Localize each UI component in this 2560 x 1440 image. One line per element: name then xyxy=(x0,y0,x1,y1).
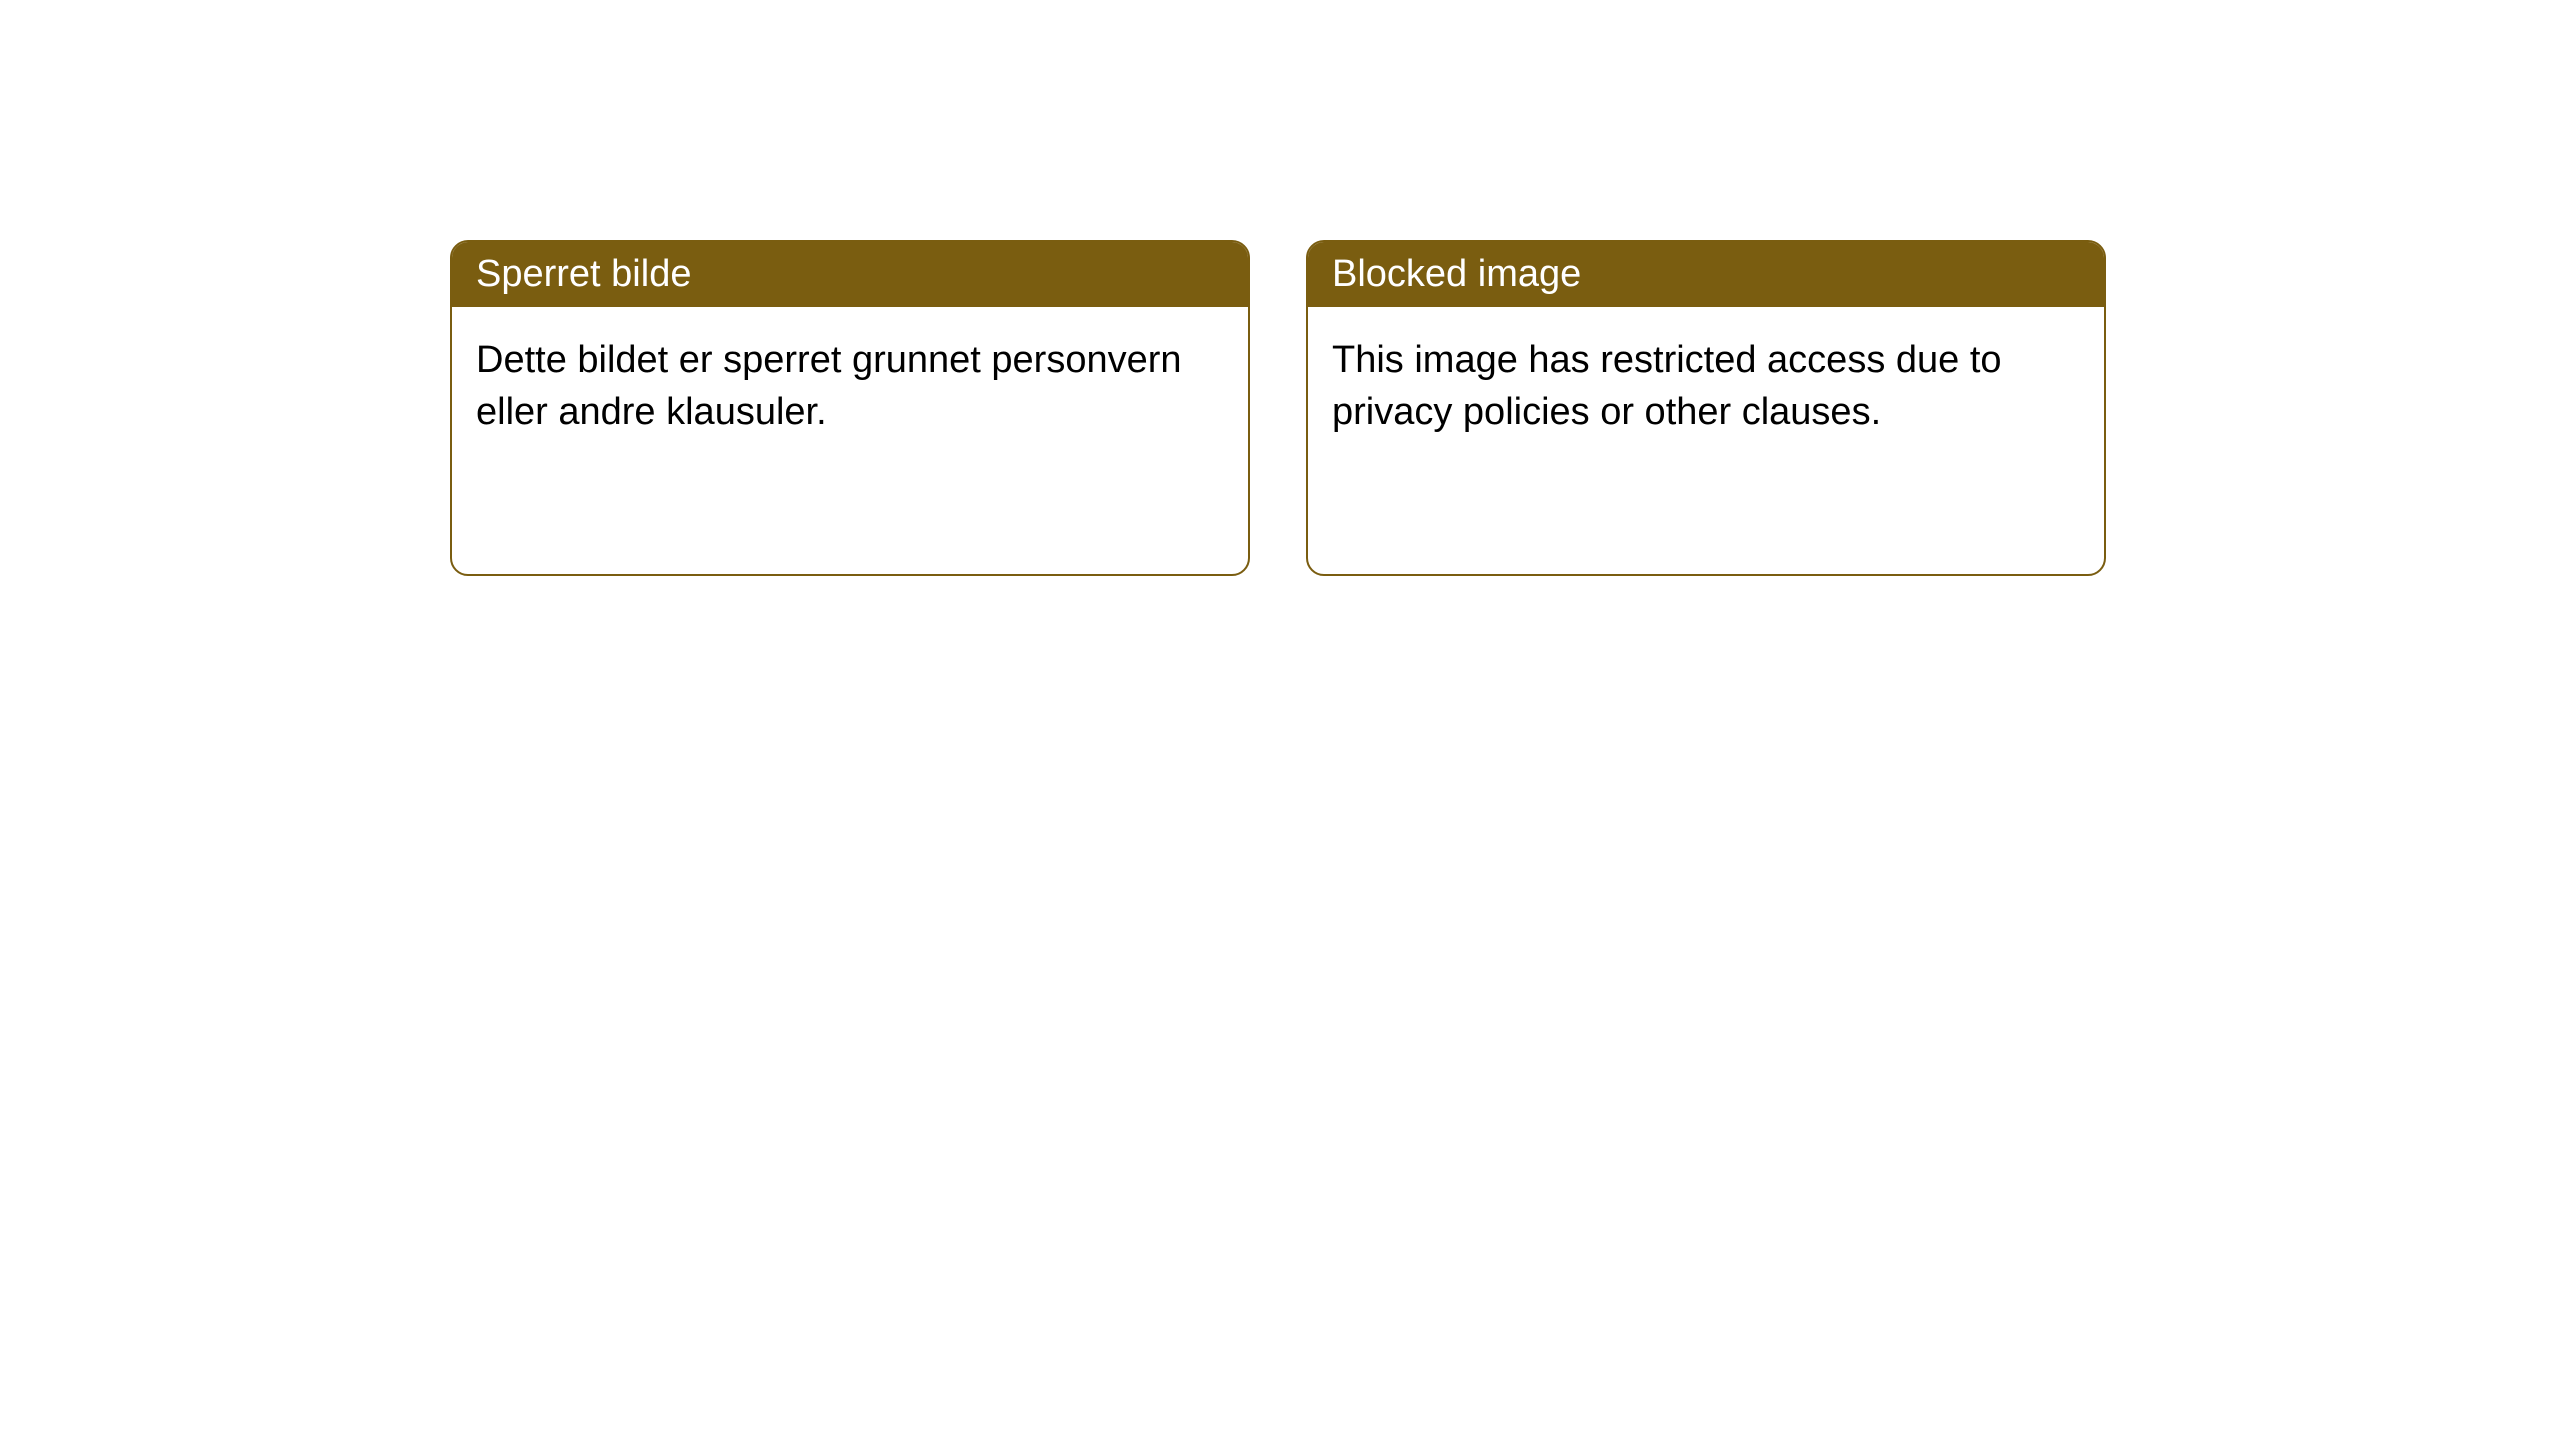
cards-container: Sperret bilde Dette bildet er sperret gr… xyxy=(0,0,2560,576)
blocked-image-card-en: Blocked image This image has restricted … xyxy=(1306,240,2106,576)
card-body-text: This image has restricted access due to … xyxy=(1332,339,2002,432)
blocked-image-card-no: Sperret bilde Dette bildet er sperret gr… xyxy=(450,240,1250,576)
card-title: Blocked image xyxy=(1332,253,1581,295)
card-header: Blocked image xyxy=(1308,242,2104,307)
card-body: Dette bildet er sperret grunnet personve… xyxy=(452,307,1248,466)
card-title: Sperret bilde xyxy=(476,253,691,295)
card-body: This image has restricted access due to … xyxy=(1308,307,2104,466)
card-header: Sperret bilde xyxy=(452,242,1248,307)
card-body-text: Dette bildet er sperret grunnet personve… xyxy=(476,339,1182,432)
